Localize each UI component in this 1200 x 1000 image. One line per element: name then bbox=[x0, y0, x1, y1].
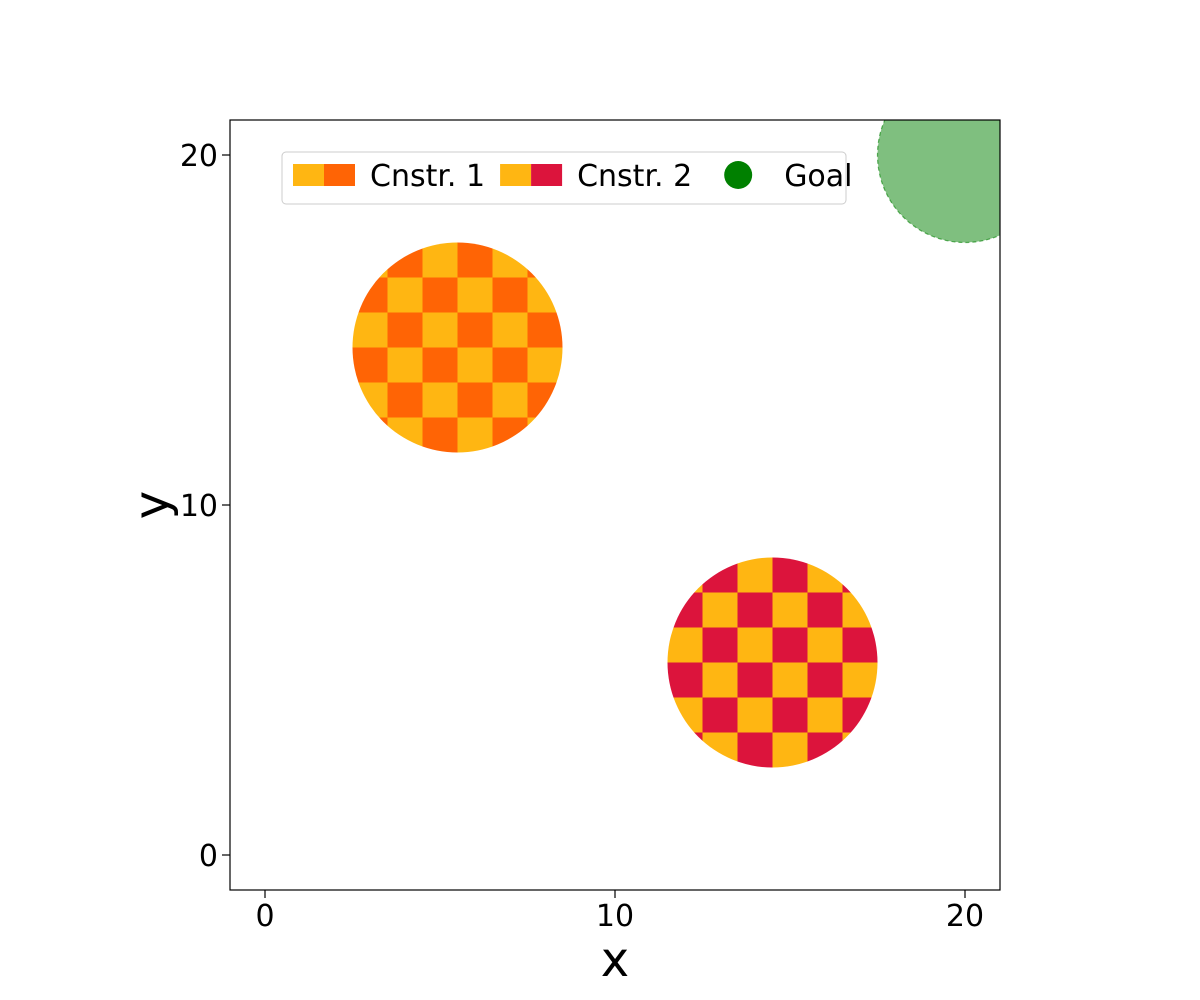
y-tick-label: 0 bbox=[199, 839, 218, 874]
legend-label: Goal bbox=[784, 159, 852, 194]
legend: Cnstr. 1 Cnstr. 2 Goal bbox=[281, 151, 853, 205]
x-axis-label: x bbox=[601, 932, 629, 988]
goal-region bbox=[876, 120, 1000, 244]
legend-label: Cnstr. 2 bbox=[577, 159, 692, 194]
constraint-region-1 bbox=[352, 242, 563, 453]
regions-layer bbox=[352, 120, 1000, 768]
x-tick-label: 20 bbox=[946, 899, 984, 934]
x-tick-label: 0 bbox=[255, 899, 274, 934]
y-axis-ticks: 0 10 20 bbox=[180, 139, 230, 874]
legend-swatch-left bbox=[293, 164, 324, 186]
legend-swatch-right bbox=[531, 164, 563, 186]
legend-frame bbox=[281, 151, 847, 205]
legend-swatch-left bbox=[500, 164, 532, 186]
x-axis-ticks: 0 10 20 bbox=[255, 890, 984, 934]
legend-swatch-dot bbox=[724, 161, 753, 189]
plot-area bbox=[230, 120, 1000, 890]
y-tick-label: 20 bbox=[180, 139, 218, 174]
legend-swatch-right bbox=[324, 164, 355, 186]
x-tick-label: 10 bbox=[596, 899, 634, 934]
constraint-region-2 bbox=[667, 557, 878, 768]
legend-label: Cnstr. 1 bbox=[370, 159, 485, 194]
y-axis-label: y bbox=[124, 491, 180, 519]
y-tick-label: 10 bbox=[180, 489, 218, 524]
